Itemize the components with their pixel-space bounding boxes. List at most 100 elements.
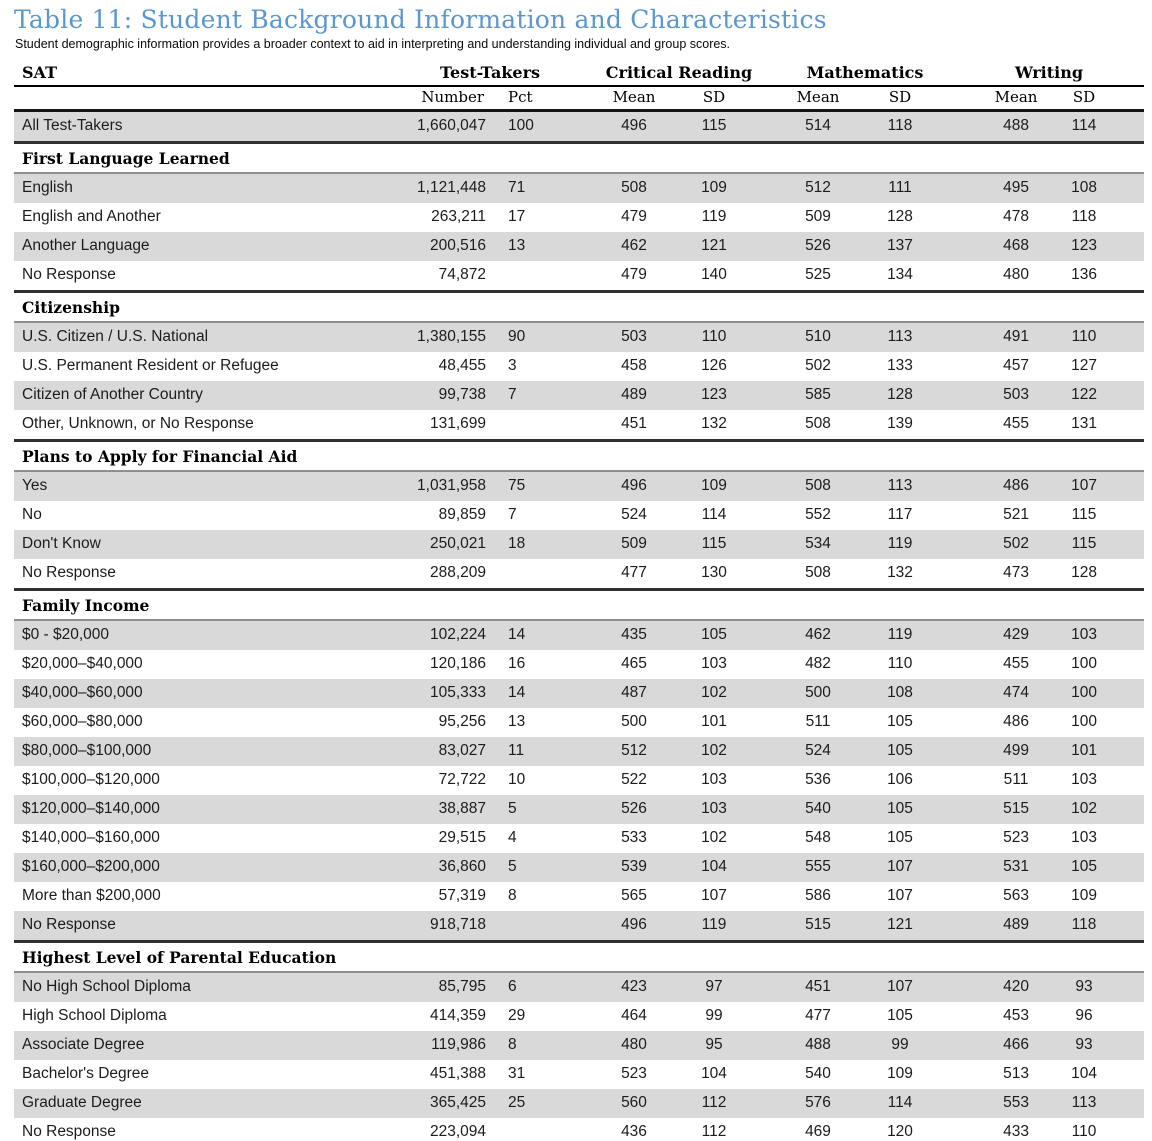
table-row: Other, Unknown, or No Response 131,699 451… <box>14 410 1144 441</box>
cell-pct <box>490 1118 570 1141</box>
spacer-cell <box>759 352 783 381</box>
cell-writing-mean: 486 <box>981 471 1052 501</box>
spacer-cell <box>759 410 783 441</box>
spacer-cell <box>570 352 599 381</box>
cell-number: 200,516 <box>410 232 490 261</box>
spacer-cell <box>947 203 981 232</box>
cell-pct: 8 <box>490 1031 570 1060</box>
table-row: Graduate Degree 365,425 25 560 112 576 114 553 1… <box>14 1089 1145 1118</box>
spacer-cell <box>1117 853 1145 882</box>
cell-math-sd: 110 <box>887 655 913 672</box>
spacer-cell <box>1117 882 1144 911</box>
spacer-cell <box>759 824 783 853</box>
cell-writing-sd: 105 <box>1051 853 1118 882</box>
spacer-cell <box>947 173 982 203</box>
cell-math-mean: 525 <box>805 266 831 283</box>
cell-cr-sd: 123 <box>669 381 759 410</box>
cell-pct: 14 <box>490 620 570 650</box>
spacer-cell <box>1117 737 1145 766</box>
cell-writing-mean: 473 <box>1003 564 1029 581</box>
cell-math-mean: 488 <box>783 1031 853 1060</box>
cell-pct: 29 <box>508 1007 526 1024</box>
spacer-cell <box>759 853 783 882</box>
cell-writing-mean: 455 <box>1003 415 1029 432</box>
cell-writing-mean: 531 <box>981 853 1052 882</box>
cell-cr-sd: 97 <box>669 972 759 1002</box>
cell-math-sd: 105 <box>887 1007 913 1024</box>
cell-cr-mean: 496 <box>599 471 669 501</box>
cell-writing-mean: 495 <box>981 173 1052 203</box>
spacer-cell <box>570 1089 599 1118</box>
cell-cr-mean: 451 <box>621 415 647 432</box>
row-label: High School Diploma <box>22 1007 167 1024</box>
cell-writing-sd: 104 <box>1071 1065 1097 1082</box>
cell-writing-mean: 511 <box>1003 771 1029 788</box>
cell-cr-mean: 496 <box>599 110 669 143</box>
cell-math-mean: 502 <box>805 357 831 374</box>
cell-math-mean: 576 <box>783 1089 853 1118</box>
spacer-cell <box>1117 410 1144 441</box>
row-label: Citizen of Another Country <box>14 381 410 410</box>
cell-cr-sd: 99 <box>705 1007 723 1024</box>
cell-math-sd: 128 <box>887 208 913 225</box>
spacer-cell <box>947 410 981 441</box>
spacer-cell <box>947 911 982 942</box>
spacer-cell <box>947 1089 982 1118</box>
cell-pct: 31 <box>508 1065 526 1082</box>
table-row: $0 - $20,000 102,224 14 435 105 462 119 429 103 <box>14 620 1145 650</box>
cell-math-sd: 109 <box>887 1065 913 1082</box>
spacer-cell <box>1117 972 1145 1002</box>
cell-math-mean: 534 <box>783 530 853 559</box>
cell-pct <box>490 261 570 292</box>
spacer-cell <box>947 824 981 853</box>
spacer-cell <box>759 471 783 501</box>
spacer-cell <box>570 882 599 911</box>
cell-number: 1,031,958 <box>410 471 490 501</box>
row-label: $120,000–$140,000 <box>14 795 410 824</box>
spacer-cell <box>570 1060 599 1089</box>
cell-cr-sd: 103 <box>669 795 759 824</box>
corner-label: SAT <box>14 62 410 87</box>
group-header-critical-reading: Critical Reading <box>599 62 759 87</box>
cell-writing-sd: 103 <box>1071 829 1097 846</box>
spacer-cell <box>759 173 783 203</box>
table-row: English and Another 263,211 17 479 119 509 128… <box>14 203 1144 232</box>
spacer-cell <box>570 911 599 942</box>
table-row: $160,000–$200,000 36,860 5 539 104 555 107 531 1… <box>14 853 1145 882</box>
cell-writing-mean: 563 <box>1003 887 1029 904</box>
cell-number: 83,027 <box>410 737 490 766</box>
spacer-cell <box>1117 110 1145 143</box>
cell-math-mean: 508 <box>805 415 831 432</box>
cell-cr-mean: 479 <box>621 208 647 225</box>
spacer-cell <box>947 708 981 737</box>
spacer-cell <box>947 261 981 292</box>
cell-math-sd: 111 <box>853 173 948 203</box>
cell-math-mean: 536 <box>805 771 831 788</box>
row-label: $160,000–$200,000 <box>14 853 410 882</box>
spacer-cell <box>1117 62 1145 87</box>
cell-number: 131,699 <box>429 415 486 432</box>
table-row: English 1,121,448 71 508 109 512 111 495 108 <box>14 173 1145 203</box>
cell-cr-sd: 104 <box>669 853 759 882</box>
spacer-cell <box>1117 620 1145 650</box>
cell-number: 365,425 <box>410 1089 490 1118</box>
cell-writing-mean: 457 <box>1003 357 1029 374</box>
cell-cr-mean: 508 <box>599 173 669 203</box>
spacer-cell <box>759 110 783 143</box>
spacer-cell <box>1117 911 1145 942</box>
spacer-cell <box>1117 824 1144 853</box>
spacer-cell <box>759 86 783 112</box>
cell-writing-mean: 553 <box>981 1089 1052 1118</box>
row-label: $0 - $20,000 <box>14 620 410 650</box>
spacer-cell <box>947 679 982 708</box>
cell-pct: 8 <box>508 887 517 904</box>
cell-cr-mean: 436 <box>621 1123 647 1140</box>
cell-math-mean: 548 <box>805 829 831 846</box>
cell-pct: 7 <box>490 381 570 410</box>
cell-cr-sd: 109 <box>669 173 759 203</box>
cell-writing-sd: 100 <box>1071 713 1097 730</box>
cell-number: 120,186 <box>429 655 486 672</box>
group-header-mathematics: Mathematics <box>783 62 948 87</box>
cell-number: 263,211 <box>431 208 486 225</box>
group-header-writing: Writing <box>981 62 1118 87</box>
